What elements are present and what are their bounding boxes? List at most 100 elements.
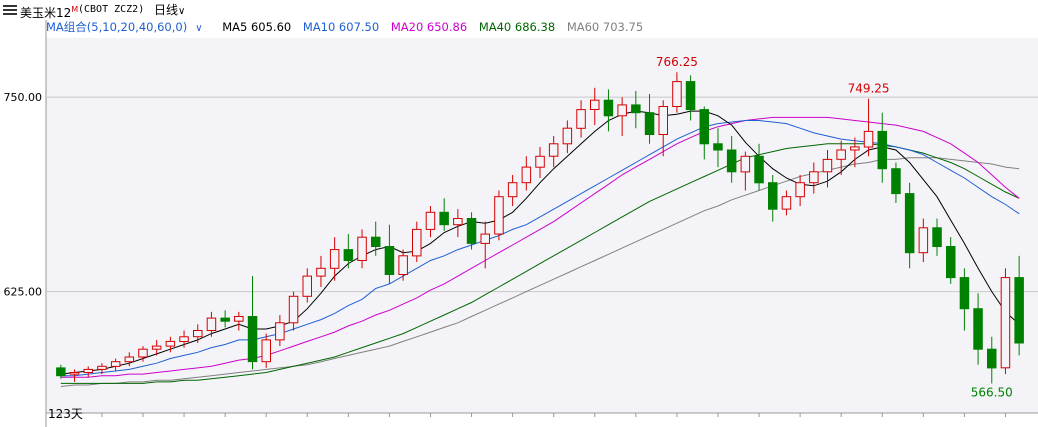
- period-selector[interactable]: 日线∨: [154, 0, 185, 22]
- candle: [439, 198, 449, 231]
- ma20-label: MA20 650.86: [390, 20, 468, 34]
- ma20-line: [60, 116, 1020, 378]
- symbol-label: 美玉米12: [20, 6, 72, 20]
- candle-body: [603, 99, 614, 117]
- candle-body: [754, 155, 764, 184]
- candle: [206, 311, 217, 337]
- candle-body: [138, 348, 148, 358]
- ma60-line: [60, 157, 1020, 387]
- candle: [822, 150, 833, 188]
- candle: [480, 221, 490, 269]
- candle: [1000, 268, 1011, 375]
- candle: [97, 363, 107, 375]
- candle: [275, 314, 285, 347]
- candle: [863, 98, 874, 157]
- candle: [904, 182, 915, 269]
- candle-body: [904, 193, 915, 254]
- candle-body: [193, 330, 203, 338]
- symbol-mark: M: [71, 5, 79, 14]
- candle-body: [384, 246, 395, 275]
- ma10-line: [60, 120, 1020, 377]
- candle-body: [685, 81, 696, 111]
- candle-body: [302, 275, 312, 297]
- candle-body: [672, 81, 682, 107]
- candle: [288, 291, 299, 331]
- candle: [726, 136, 737, 183]
- candle: [754, 143, 764, 191]
- candle-body: [97, 365, 107, 370]
- candle: [494, 190, 504, 241]
- candle-body: [946, 246, 956, 279]
- candle-body: [932, 227, 942, 248]
- ma-group-selector[interactable]: MA组合(5,10,20,40,60,0) ∨: [46, 20, 211, 34]
- candle-body: [768, 182, 778, 210]
- candle: [357, 229, 367, 269]
- ma5-label: MA5 605.60: [222, 20, 292, 34]
- candle-body: [973, 308, 983, 350]
- menu-icon[interactable]: [3, 4, 17, 16]
- candle: [110, 358, 121, 371]
- candle-body: [781, 196, 792, 210]
- candle-body: [124, 356, 135, 363]
- grid-layer: 750.00 625.00: [4, 91, 1038, 299]
- candle-body: [740, 155, 751, 173]
- candle-body: [261, 339, 271, 363]
- candle-body: [398, 255, 408, 276]
- candle: [548, 136, 559, 168]
- candle: [603, 89, 614, 132]
- candle: [398, 249, 408, 281]
- candle: [918, 218, 929, 263]
- candle: [124, 352, 135, 367]
- candle: [371, 221, 381, 256]
- candle-body: [1000, 277, 1011, 369]
- candle-body: [83, 368, 93, 373]
- candle: [384, 224, 395, 284]
- candle-body: [425, 211, 436, 230]
- candle: [69, 369, 80, 382]
- contract-code: (CBOT ZCZ2): [78, 4, 145, 15]
- candle-body: [644, 112, 655, 135]
- candle-body: [658, 106, 668, 135]
- candle: [932, 218, 942, 256]
- candle-body: [590, 99, 600, 110]
- candle-body: [617, 104, 627, 117]
- period-count-label: 123天: [48, 407, 83, 421]
- candle: [590, 87, 600, 126]
- ma40-label: MA40 686.38: [478, 20, 556, 34]
- candle: [685, 75, 696, 121]
- candle-body: [918, 227, 929, 254]
- candle: [179, 330, 189, 348]
- candle: [959, 268, 970, 331]
- candle-body: [206, 317, 217, 332]
- candle: [453, 209, 463, 238]
- candle: [425, 206, 436, 238]
- candle: [466, 212, 477, 250]
- candle-body: [371, 236, 381, 247]
- candle: [809, 162, 819, 194]
- candle: [343, 234, 354, 269]
- candle-body: [822, 158, 833, 173]
- candle: [768, 174, 778, 222]
- candle-body: [220, 317, 230, 322]
- candle: [672, 72, 682, 113]
- candle: [138, 346, 148, 362]
- ma-layer: [60, 110, 1020, 387]
- chevron-down-icon: ∨: [195, 23, 203, 34]
- candle-body: [850, 146, 860, 151]
- candle: [329, 237, 340, 281]
- candle: [891, 162, 901, 203]
- candle: [877, 112, 887, 183]
- y-tick-label: 750.00: [4, 91, 43, 104]
- candle: [850, 137, 860, 168]
- price-annotation: 566.50: [971, 386, 1013, 400]
- candle-body: [453, 218, 463, 226]
- candle-body: [562, 127, 573, 145]
- candle-body: [521, 166, 532, 184]
- candle-body: [316, 267, 326, 277]
- candle-body: [110, 361, 121, 367]
- candle: [165, 336, 176, 353]
- label-layer: 766.25 749.25 566.50: [656, 55, 1013, 400]
- candle-body: [165, 340, 176, 347]
- candle: [644, 94, 655, 144]
